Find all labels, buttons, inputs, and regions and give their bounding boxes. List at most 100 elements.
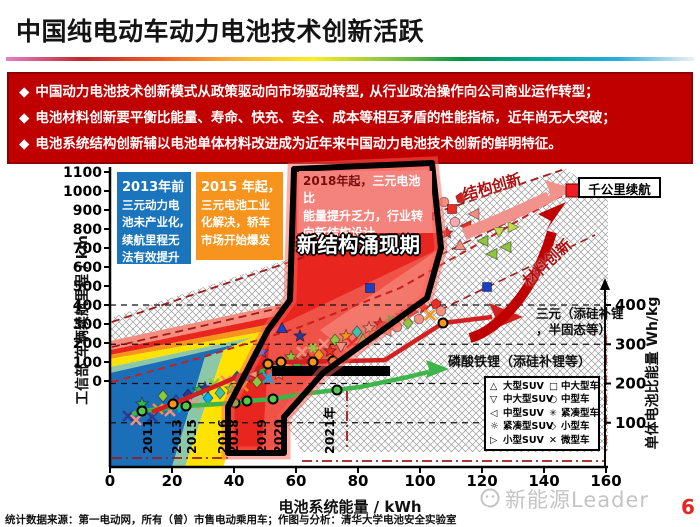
bullet-item: ◆ 电池系统结构创新辅以电池单体材料改进成为近年来中国动力电池技术创新的鲜明特征。	[19, 136, 562, 153]
svg-text:300: 300	[615, 335, 646, 353]
key-points-callout: ◆ 中国动力电池技术创新模式从政策驱动向市场驱动转型, 从行业政治操作向公司商业运…	[7, 72, 693, 165]
svg-text:0: 0	[92, 374, 102, 390]
diamond-bullet-icon: ◆	[19, 110, 30, 127]
svg-text:2019: 2019	[254, 419, 269, 454]
innovation-arrows	[461, 180, 575, 343]
ternary-label-line: ，半固态等）	[536, 322, 612, 338]
watermark: 新能源Leader	[478, 484, 649, 514]
annotation-line: 续航里程无	[122, 232, 180, 247]
annotation-lead: 2018年起，	[303, 174, 373, 188]
annotation-line: 市场开始爆发	[201, 232, 270, 247]
svg-text:2013: 2013	[169, 419, 184, 454]
x-axis-label: 电池系统能量 / kWh	[278, 498, 422, 516]
svg-text:100: 100	[615, 414, 646, 432]
svg-text:20: 20	[162, 472, 183, 490]
legend-symbol: ✳	[549, 407, 557, 419]
svg-text:500: 500	[73, 279, 102, 295]
annotation-line: 三元电池工业	[201, 198, 270, 212]
footer-source-note: 统计数据来源：第一电动网，所有（曾）市售电动乘用车；作图与分析：清华大学电池安全…	[5, 514, 457, 526]
legend-symbol: △	[490, 381, 498, 392]
y-axis-label-right: 单体电池比能量 Wh/kg	[645, 296, 661, 450]
annotation-box-title: 2015 年起，	[201, 180, 281, 195]
svg-text:2015: 2015	[184, 419, 199, 454]
legend-label: 中型SUV	[503, 407, 544, 419]
lfp-series-label: 磷酸铁锂（添硅补锂等）	[448, 355, 592, 370]
svg-text:0: 0	[105, 472, 115, 490]
legend: △ 大型SUV □ 中大型车 ▽ 中大型SUV ○ 中型车 ◁ 中型SUV ✳ 紧凑型车 ☼ 紧凑型SUV…	[484, 376, 600, 451]
diamond-bullet-icon: ◆	[19, 84, 30, 100]
legend-label: 小型车	[561, 421, 590, 433]
svg-text:900: 900	[73, 203, 102, 219]
svg-text:2016: 2016	[215, 419, 230, 454]
svg-text:60: 60	[286, 472, 307, 490]
legend-symbol: □	[549, 381, 558, 392]
annotation-line: 三元动力电	[122, 198, 180, 212]
diamond-bullet-icon: ◆	[19, 136, 30, 153]
svg-text:200: 200	[73, 336, 102, 352]
svg-text:1000: 1000	[63, 184, 102, 200]
annotation-text: 向新结构设计	[303, 226, 376, 241]
svg-text:200: 200	[615, 375, 646, 393]
trend-lines	[131, 314, 493, 417]
svg-text:2021年: 2021年	[322, 406, 337, 454]
y-axis-label-left: 工信部 车辆续航里程 / km	[75, 235, 91, 405]
legend-label: 紧凑型SUV	[503, 421, 554, 433]
legend-symbol: ☼	[490, 421, 499, 433]
legend-label: 小型SUV	[503, 434, 544, 446]
lfp-arrowhead	[426, 360, 449, 378]
svg-text:2020: 2020	[271, 419, 286, 454]
ternary-label-line: 三元（添硅补锂	[536, 306, 624, 321]
svg-text:100: 100	[404, 472, 435, 490]
ternary-series-label: 三元（添硅补锂 ，半固态等）	[536, 306, 698, 339]
annotation-line: 池未产业化,	[122, 215, 184, 230]
svg-text:140: 140	[528, 472, 559, 490]
right-axis-arrow	[600, 278, 610, 290]
annotation-line: 化解决，轿车	[201, 215, 270, 230]
legend-label: 紧凑型车	[561, 407, 600, 419]
svg-text:80: 80	[348, 472, 369, 490]
legend-label: 中大型车	[561, 381, 600, 392]
legend-symbol: ▽	[490, 394, 498, 406]
legend-symbol: ▷	[490, 434, 498, 446]
svg-text:600: 600	[73, 260, 102, 276]
page-number: 6	[681, 495, 695, 519]
legend-label: 大型SUV	[503, 381, 544, 392]
svg-text:400: 400	[73, 298, 102, 314]
annotation-box-2013: 2013年前 三元动力电池未产业化, 续航里程无法有效提升	[117, 172, 191, 264]
bullet-item: ◆ 电池材料创新要平衡比能量、寿命、快充、安全、成本等相互矛盾的性能指标，近年尚无…	[19, 110, 616, 127]
legend-symbol: ◇	[549, 421, 557, 433]
legend-symbol: ○	[549, 394, 558, 406]
svg-text:2018: 2018	[226, 419, 241, 454]
watermark-text: 新能源Leader	[505, 488, 650, 512]
bullet-item: ◆ 中国动力电池技术创新模式从政策驱动向市场驱动转型, 从行业政治操作向公司商业运…	[19, 84, 599, 100]
svg-text:800: 800	[73, 222, 102, 238]
svg-text:160: 160	[590, 472, 621, 490]
axis-ticks-labels: 0 20 40 60 80 100 120 140 160 0 100 200 300 400 500 600…	[63, 165, 646, 490]
title-divider-gradient	[6, 57, 694, 61]
annotation-box-body: 三元电池工业 化解决，轿车 市场开始爆发	[201, 197, 278, 249]
wechat-icon	[480, 488, 500, 511]
annotation-box-title: 2013年前	[122, 180, 185, 195]
legend-label: 中型车	[561, 394, 590, 406]
svg-text:40: 40	[224, 472, 245, 490]
annotation-text: 能量提升乏力，行业转	[303, 208, 424, 223]
svg-text:120: 120	[466, 472, 497, 490]
legend-label: 微型车	[561, 434, 590, 446]
annotation-box-2018: 2018年起，三元电池比 能量提升乏力，行业转 向新结构设计	[299, 171, 432, 240]
svg-text:700: 700	[73, 241, 102, 257]
legend-label: 中大型SUV	[503, 394, 554, 406]
legend-symbol: ✕	[549, 434, 557, 446]
corridor-boundaries	[111, 169, 607, 462]
legend-symbol: ◁	[490, 407, 498, 419]
svg-text:400: 400	[615, 296, 646, 314]
svg-text:2011: 2011	[140, 419, 155, 454]
annotation-box-2015: 2015 年起， 三元电池工业 化解决，轿车 市场开始爆发	[196, 172, 283, 260]
svg-text:300: 300	[73, 317, 102, 333]
region-outline	[225, 160, 444, 456]
thousand-km-label: 千公里续航	[578, 177, 661, 198]
structure-arrowhead	[545, 180, 575, 205]
annotation-line: 法有效提升	[122, 249, 180, 264]
material-arrowhead	[538, 202, 566, 231]
svg-text:1100: 1100	[63, 165, 102, 181]
annotation-box-body: 三元动力电池未产业化, 续航里程无法有效提升	[122, 197, 186, 266]
